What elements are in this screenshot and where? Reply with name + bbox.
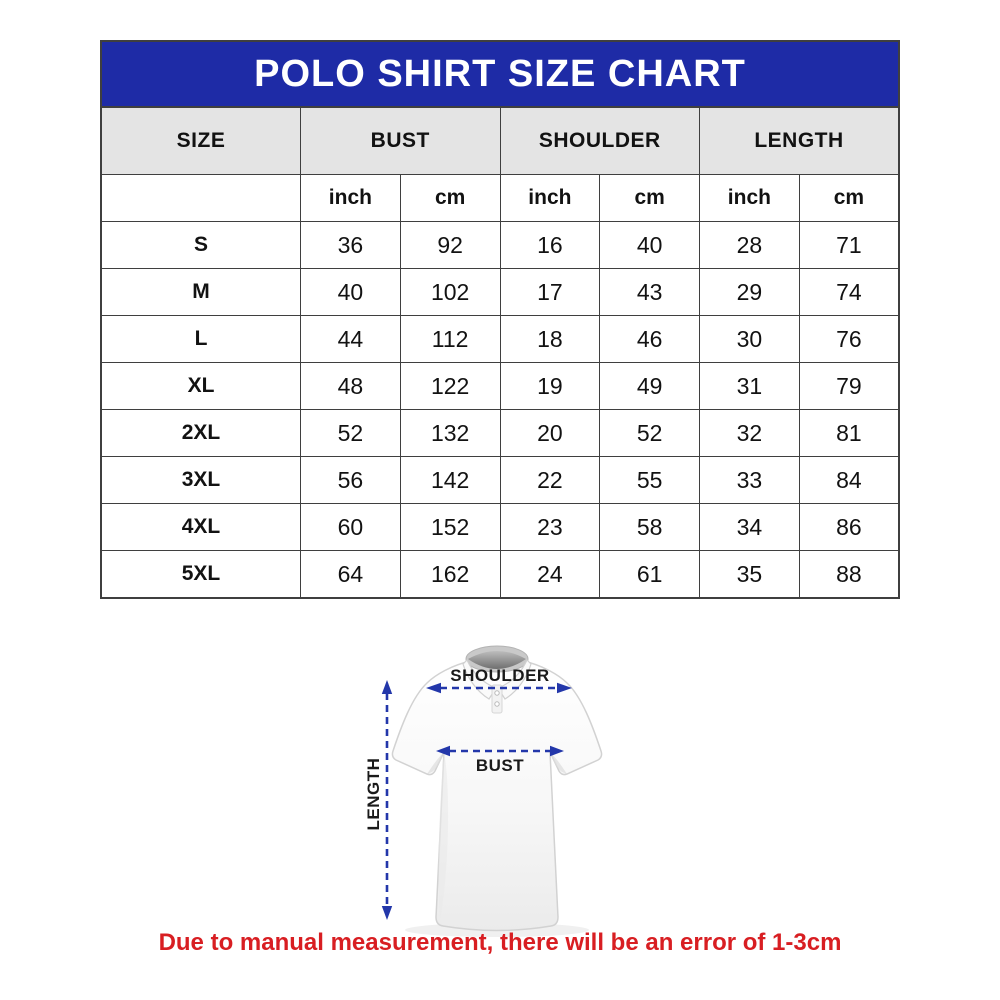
- value-cell: 48: [300, 362, 401, 410]
- value-cell: 34: [699, 503, 800, 551]
- value-cell: 18: [499, 315, 601, 363]
- table-row: L 44 112 18 46 30 76: [100, 315, 900, 363]
- shirt-shading-left: [427, 752, 444, 774]
- value-cell: 31: [699, 362, 800, 410]
- value-cell: 29: [699, 268, 800, 316]
- collar-neck-opening: [468, 651, 526, 669]
- unit-header-row: inch cm inch cm inch cm: [100, 174, 900, 222]
- chart-title-banner: POLO SHIRT SIZE CHART: [100, 40, 900, 106]
- value-cell: 122: [399, 362, 501, 410]
- value-cell: 22: [499, 456, 601, 504]
- unit-header: inch: [499, 174, 601, 222]
- collar-flap-left: [462, 658, 497, 700]
- button-bottom: [494, 701, 500, 707]
- size-cell: 4XL: [100, 503, 301, 551]
- table-row: 5XL 64 162 24 61 35 88: [100, 550, 900, 599]
- size-cell: XL: [100, 362, 301, 410]
- value-cell: 79: [798, 362, 900, 410]
- value-cell: 52: [300, 409, 401, 457]
- value-cell: 16: [499, 221, 601, 269]
- value-cell: 132: [399, 409, 501, 457]
- value-cell: 28: [699, 221, 800, 269]
- table-row: 3XL 56 142 22 55 33 84: [100, 456, 900, 504]
- value-cell: 33: [699, 456, 800, 504]
- column-header-size: SIZE: [100, 106, 301, 175]
- unit-header: cm: [399, 174, 501, 222]
- value-cell: 20: [499, 409, 601, 457]
- size-cell: S: [100, 221, 301, 269]
- unit-header: cm: [798, 174, 900, 222]
- measurement-note: Due to manual measurement, there will be…: [158, 929, 842, 956]
- size-cell: 5XL: [100, 550, 301, 599]
- chart-title: POLO SHIRT SIZE CHART: [254, 52, 746, 95]
- size-cell: M: [100, 268, 301, 316]
- value-cell: 49: [599, 362, 700, 410]
- value-cell: 44: [300, 315, 401, 363]
- column-header-shoulder: SHOULDER: [499, 106, 700, 175]
- value-cell: 19: [499, 362, 601, 410]
- value-cell: 92: [399, 221, 501, 269]
- shirt-shading-torso: [438, 752, 449, 921]
- value-cell: 40: [599, 221, 700, 269]
- value-cell: 52: [599, 409, 700, 457]
- column-header-length: LENGTH: [699, 106, 900, 175]
- value-cell: 32: [699, 409, 800, 457]
- bust-measure-label: BUST: [475, 756, 525, 775]
- value-cell: 64: [300, 550, 401, 599]
- value-cell: 30: [699, 315, 800, 363]
- value-cell: 40: [300, 268, 401, 316]
- length-arrow: [381, 680, 393, 920]
- shoulder-measure-label: SHOULDER: [450, 666, 550, 685]
- value-cell: 102: [399, 268, 501, 316]
- measurement-diagram: SHOULDER BUST LENGTH: [0, 620, 1000, 950]
- table-row: 2XL 52 132 20 52 32 81: [100, 409, 900, 457]
- unit-header: cm: [599, 174, 700, 222]
- value-cell: 88: [798, 550, 900, 599]
- value-cell: 152: [399, 503, 501, 551]
- value-cell: 23: [499, 503, 601, 551]
- size-table: SIZE BUST SHOULDER LENGTH inch cm inch c…: [100, 106, 900, 599]
- value-cell: 81: [798, 409, 900, 457]
- value-cell: 86: [798, 503, 900, 551]
- value-cell: 76: [798, 315, 900, 363]
- polo-shirt-image: [381, 645, 603, 937]
- value-cell: 17: [499, 268, 601, 316]
- value-cell: 84: [798, 456, 900, 504]
- value-cell: 60: [300, 503, 401, 551]
- value-cell: 58: [599, 503, 700, 551]
- size-cell: L: [100, 315, 301, 363]
- length-measure-label: LENGTH: [364, 757, 383, 831]
- column-header-bust: BUST: [300, 106, 501, 175]
- value-cell: 56: [300, 456, 401, 504]
- shoulder-arrow: [426, 682, 572, 694]
- table-row: XL 48 122 19 49 31 79: [100, 362, 900, 410]
- value-cell: 24: [499, 550, 601, 599]
- unit-header-empty: [100, 174, 301, 222]
- size-cell: 2XL: [100, 409, 301, 457]
- table-row: 4XL 60 152 23 58 34 86: [100, 503, 900, 551]
- value-cell: 112: [399, 315, 501, 363]
- value-cell: 36: [300, 221, 401, 269]
- value-cell: 61: [599, 550, 700, 599]
- value-cell: 71: [798, 221, 900, 269]
- size-chart-block: POLO SHIRT SIZE CHART SIZE BUST SHOULDER…: [100, 40, 900, 599]
- table-header-row: SIZE BUST SHOULDER LENGTH: [100, 106, 900, 175]
- value-cell: 55: [599, 456, 700, 504]
- value-cell: 35: [699, 550, 800, 599]
- unit-header: inch: [300, 174, 401, 222]
- value-cell: 43: [599, 268, 700, 316]
- shirt-shading-right: [550, 752, 567, 774]
- button-top: [494, 690, 500, 696]
- table-row: M 40 102 17 43 29 74: [100, 268, 900, 316]
- value-cell: 74: [798, 268, 900, 316]
- unit-header: inch: [699, 174, 800, 222]
- value-cell: 162: [399, 550, 501, 599]
- value-cell: 142: [399, 456, 501, 504]
- size-cell: 3XL: [100, 456, 301, 504]
- table-row: S 36 92 16 40 28 71: [100, 221, 900, 269]
- value-cell: 46: [599, 315, 700, 363]
- bust-arrow: [436, 745, 564, 757]
